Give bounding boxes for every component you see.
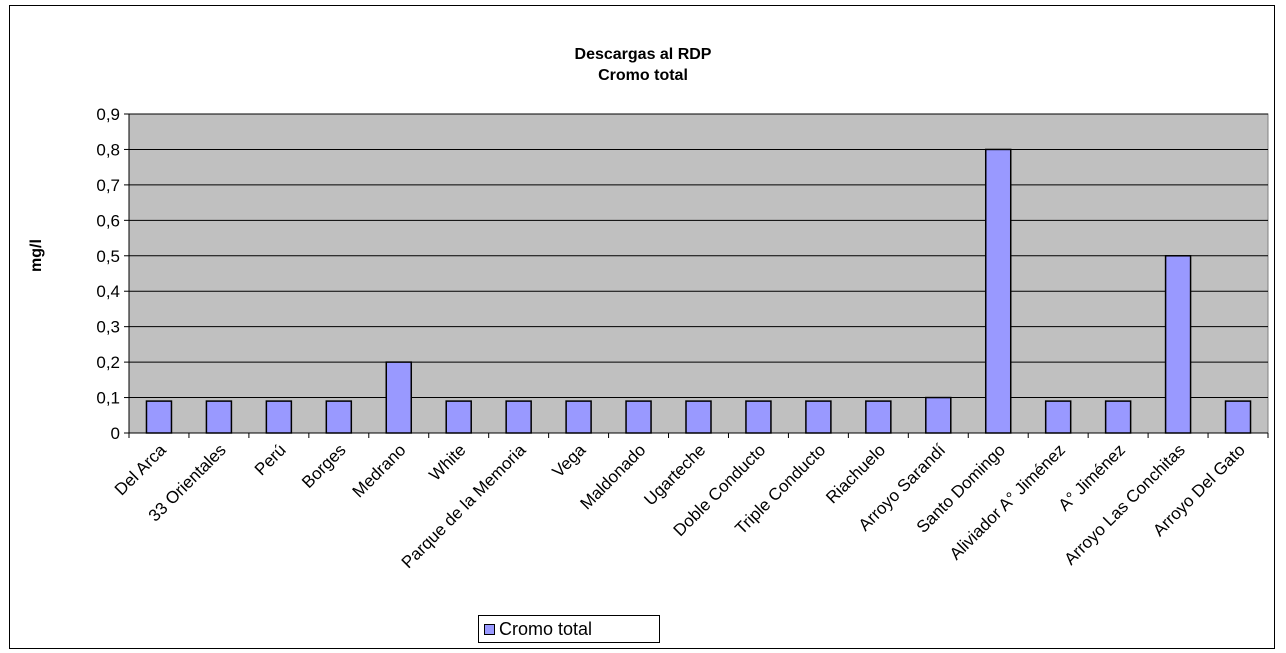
bar (565, 400, 592, 434)
bar (625, 400, 652, 434)
x-tick-label: White (425, 440, 469, 484)
x-tick-label: Del Arca (111, 440, 170, 499)
legend: Cromo total (478, 615, 660, 643)
bar (145, 400, 173, 434)
plot-area (128, 113, 1269, 434)
bar (1044, 400, 1072, 434)
y-tick-label: 0,3 (96, 318, 120, 337)
y-tick-label: 0,5 (96, 247, 120, 266)
chart-title: Descargas al RDP (574, 46, 712, 63)
y-tick-label: 0,1 (96, 389, 120, 408)
y-tick-label: 0,6 (96, 211, 120, 230)
x-tick-label: Borges (298, 440, 350, 492)
bar (505, 400, 532, 434)
x-tick-label: Arroyo Las Conchitas (1061, 440, 1189, 568)
bar (984, 148, 1012, 434)
legend-swatch (484, 623, 495, 635)
bar (1104, 400, 1132, 434)
bar (205, 400, 233, 434)
y-tick-label: 0 (111, 424, 120, 443)
bar (685, 400, 712, 434)
bar (1224, 400, 1252, 434)
y-tick-label: 0,9 (96, 105, 120, 124)
bar (745, 400, 772, 434)
x-tick-label: Medrano (349, 440, 410, 501)
bar (325, 400, 353, 434)
bar (805, 400, 832, 434)
bar (925, 396, 952, 434)
legend-label: Cromo total (499, 618, 593, 639)
bar (445, 400, 472, 434)
x-tick-label: Perú (251, 440, 290, 479)
x-tick-label: Maldonado (576, 440, 649, 513)
y-tick-label: 0,8 (96, 140, 120, 159)
bar (385, 361, 413, 434)
x-tick-label: Parque de la Memoria (398, 440, 530, 572)
y-tick-label: 0,2 (96, 353, 120, 372)
chart-subtitle: Cromo total (598, 67, 688, 84)
bar (1164, 255, 1192, 434)
bar (865, 400, 892, 434)
x-tick-label: Vega (549, 440, 590, 481)
x-tick-label: Aliviador A° Jiménez (946, 440, 1069, 563)
y-tick-label: 0,4 (96, 282, 120, 301)
bar (265, 400, 293, 434)
y-tick-label: 0,7 (96, 176, 120, 195)
